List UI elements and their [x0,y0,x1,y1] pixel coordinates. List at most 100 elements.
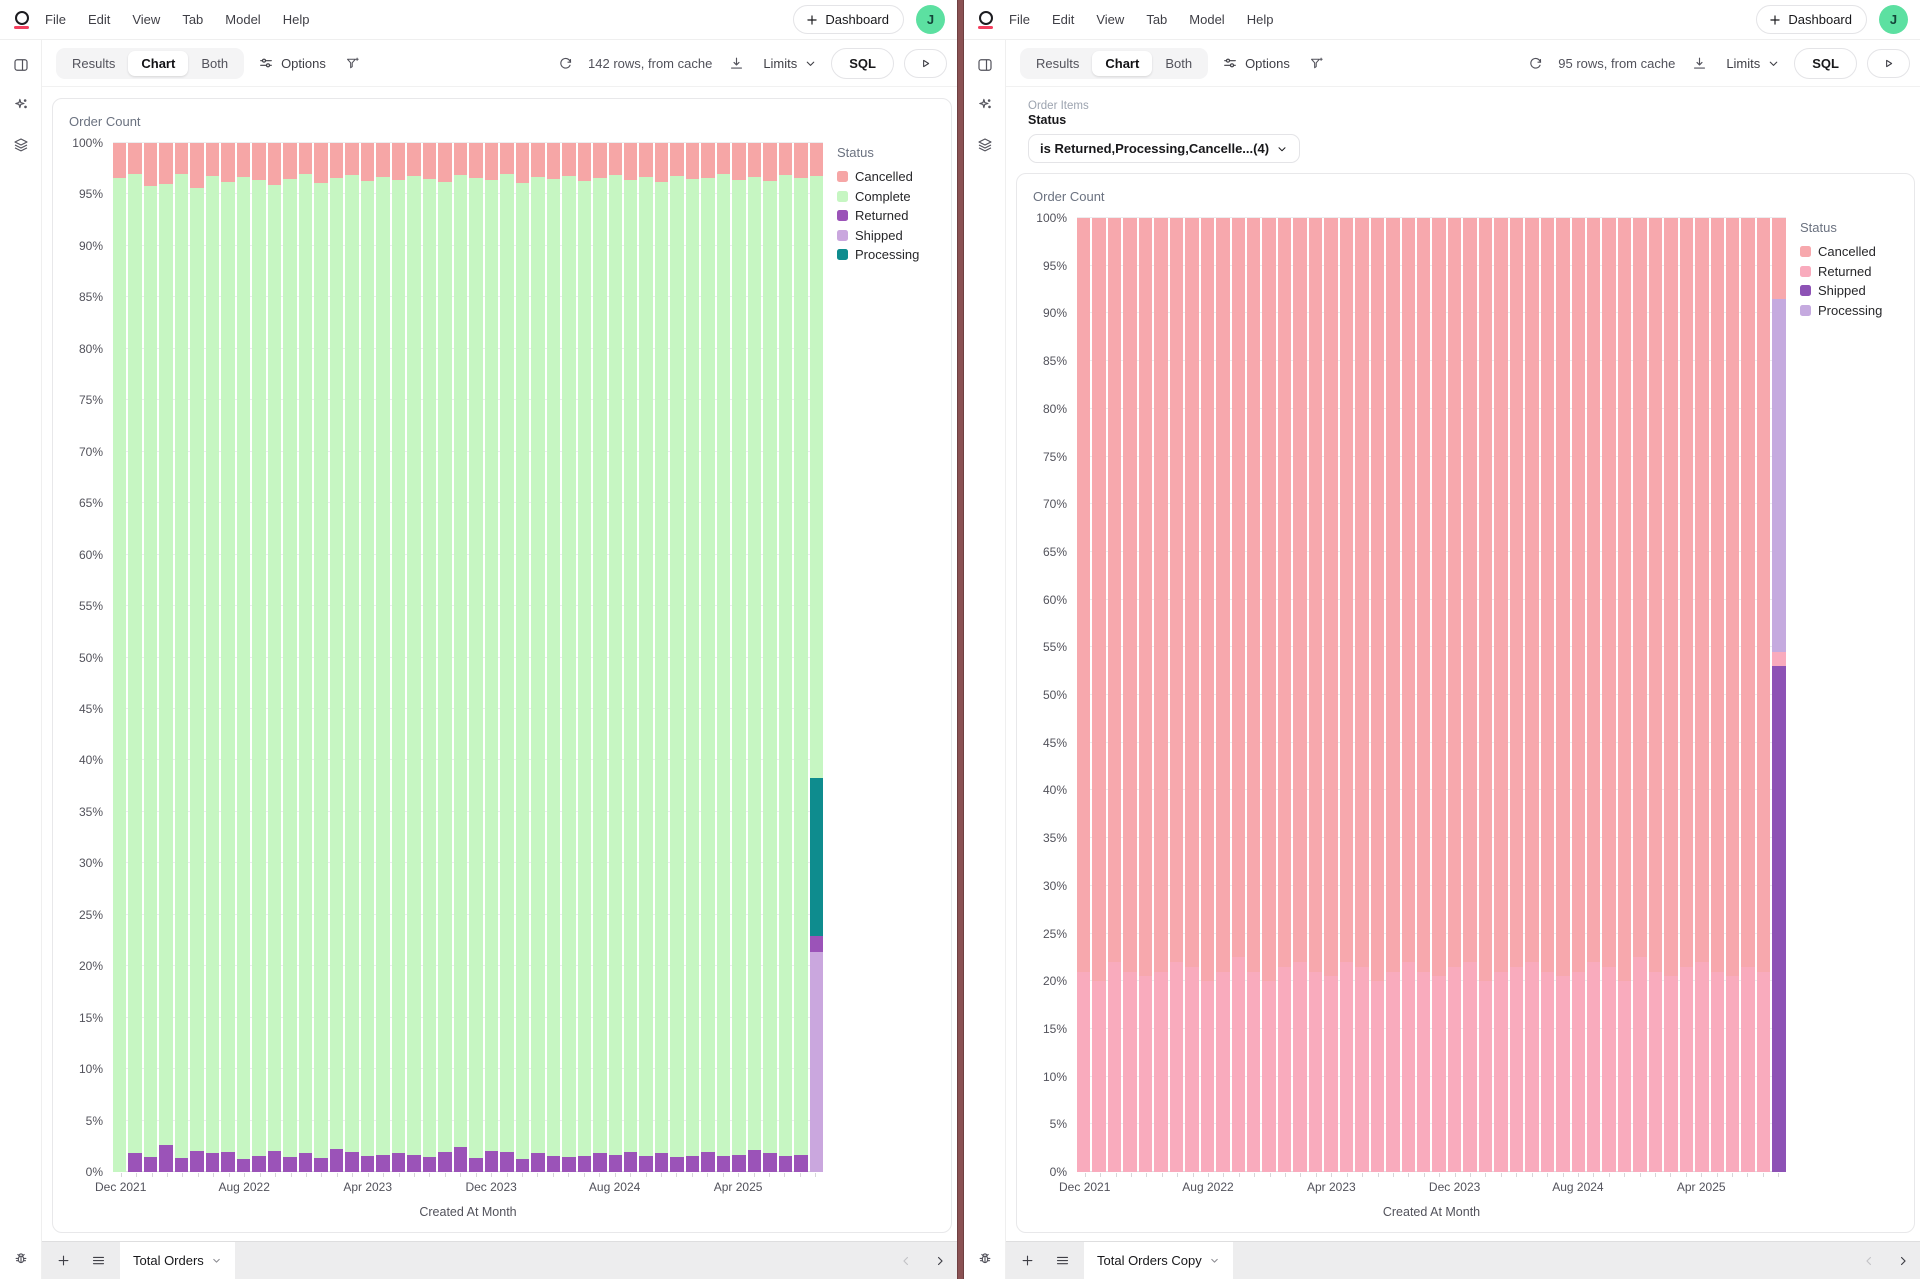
bug-icon[interactable] [974,1247,996,1269]
options-button[interactable]: Options [254,49,330,77]
bar[interactable] [1679,218,1694,1172]
bar[interactable] [515,143,530,1172]
bar[interactable] [1710,218,1725,1172]
bar[interactable] [1571,218,1585,1172]
tab-chart[interactable]: Chart [128,50,189,76]
bar[interactable] [376,143,390,1172]
add-tab-button[interactable] [52,1249,75,1272]
chevron-left-icon[interactable] [895,1250,917,1272]
bar[interactable] [531,143,545,1172]
bar[interactable] [283,143,297,1172]
bar[interactable] [1478,218,1493,1172]
bar[interactable] [654,143,669,1172]
run-button[interactable] [904,48,947,78]
legend-entry[interactable]: Shipped [1800,283,1898,298]
bar[interactable] [314,143,328,1172]
menu-file[interactable]: File [1009,12,1030,27]
tab-list-icon[interactable] [87,1249,110,1272]
menu-edit[interactable]: Edit [1051,12,1075,27]
bar[interactable] [1293,218,1307,1172]
dashboard-button[interactable]: Dashboard [793,5,904,34]
bar[interactable] [562,143,576,1172]
legend-entry[interactable]: Returned [1800,264,1898,279]
tab-both[interactable]: Both [188,51,241,76]
bar[interactable] [1216,218,1230,1172]
sql-button[interactable]: SQL [1794,47,1857,79]
download-icon[interactable] [1687,51,1712,76]
legend-entry[interactable]: Returned [837,208,935,223]
chevron-left-icon[interactable] [1858,1250,1880,1272]
bug-icon[interactable] [10,1247,32,1269]
bar[interactable] [298,143,313,1172]
bar[interactable] [1123,218,1137,1172]
sheet-tab[interactable]: Total Orders [120,1242,235,1279]
menu-tab[interactable]: Tab [1146,12,1168,27]
bar[interactable] [190,143,204,1172]
bar[interactable] [143,143,158,1172]
bar[interactable] [205,143,220,1172]
app-logo-icon[interactable] [978,10,993,29]
tab-both[interactable]: Both [1152,51,1205,76]
bar[interactable] [1741,218,1755,1172]
bar[interactable] [236,143,251,1172]
bar[interactable] [500,143,514,1172]
bar[interactable] [1324,218,1338,1172]
bar[interactable] [1169,218,1184,1172]
tab-chart[interactable]: Chart [1092,50,1153,76]
bar[interactable] [1262,218,1276,1172]
add-tab-button[interactable] [1016,1249,1039,1272]
bar[interactable] [639,143,653,1172]
filter-sparkle-icon[interactable] [1304,51,1329,76]
filter-value-dropdown[interactable]: is Returned,Processing,Cancelle...(4) [1028,134,1301,163]
bar[interactable] [360,143,375,1172]
bar[interactable] [1463,218,1477,1172]
legend-entry[interactable]: Shipped [837,228,935,243]
sparkles-icon[interactable] [10,94,32,116]
sheet-tab[interactable]: Total Orders Copy [1084,1242,1233,1279]
dashboard-button[interactable]: Dashboard [1756,5,1867,34]
bar[interactable] [113,143,127,1172]
bar[interactable] [732,143,746,1172]
legend-entry[interactable]: Processing [837,247,935,262]
bar[interactable] [438,143,452,1172]
app-logo-icon[interactable] [14,10,29,29]
bar[interactable] [221,143,235,1172]
bar[interactable] [391,143,406,1172]
bar[interactable] [1277,218,1292,1172]
menu-help[interactable]: Help [1246,12,1274,27]
bar[interactable] [1138,218,1153,1172]
bar[interactable] [422,143,437,1172]
bar[interactable] [1617,218,1632,1172]
bar[interactable] [1586,218,1601,1172]
bar[interactable] [593,143,607,1172]
layers-icon[interactable] [974,134,996,156]
chevron-right-icon[interactable] [1892,1250,1914,1272]
bar[interactable] [747,143,762,1172]
bar[interactable] [1447,218,1462,1172]
tab-list-icon[interactable] [1051,1249,1074,1272]
bar[interactable] [1556,218,1570,1172]
bar[interactable] [1154,218,1168,1172]
bar[interactable] [1386,218,1400,1172]
bar[interactable] [763,143,777,1172]
bar[interactable] [1525,218,1539,1172]
bar[interactable] [453,143,468,1172]
bar[interactable] [1726,218,1740,1172]
split-divider[interactable] [957,0,964,1279]
sparkles-icon[interactable] [974,94,996,116]
bar[interactable] [1246,218,1261,1172]
bar[interactable] [484,143,499,1172]
refresh-cache-icon[interactable] [553,51,578,76]
bar[interactable] [407,143,421,1172]
bar[interactable] [546,143,561,1172]
bar[interactable] [1077,218,1091,1172]
legend-entry[interactable]: Complete [837,189,935,204]
bar[interactable] [685,143,700,1172]
panel-toggle-icon[interactable] [974,54,996,76]
bar[interactable] [1494,218,1508,1172]
bar[interactable] [1339,218,1354,1172]
menu-model[interactable]: Model [225,12,261,27]
download-icon[interactable] [724,51,749,76]
bar[interactable] [809,143,824,1172]
bar[interactable] [1756,218,1771,1172]
